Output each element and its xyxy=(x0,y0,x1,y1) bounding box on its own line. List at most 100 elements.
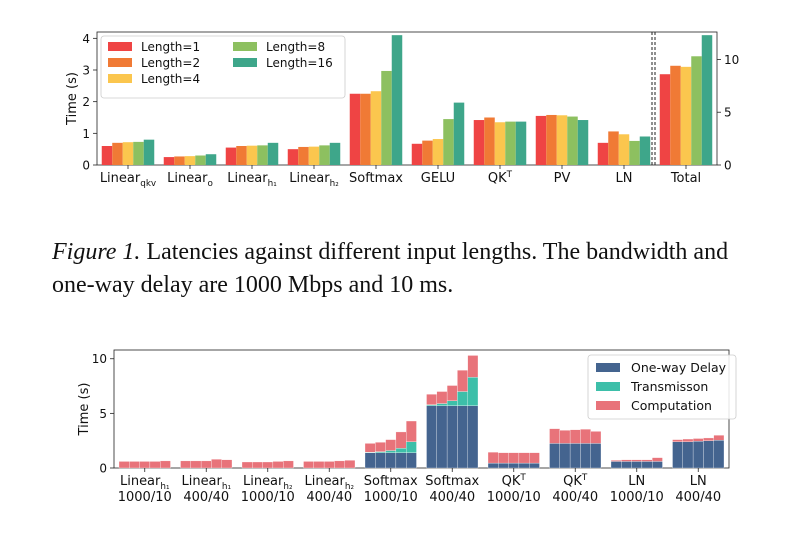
x-tick-sublabel: 400/40 xyxy=(552,490,598,505)
legend-box xyxy=(587,354,737,420)
bar-length-8 xyxy=(505,121,516,165)
bar-segment-computation xyxy=(344,460,356,469)
legend: Length=1 Length=2 Length=4 Length=8 Length=1… xyxy=(100,35,346,99)
bar-length-1 xyxy=(411,143,423,165)
bar-length-8 xyxy=(629,140,640,165)
x-tick-label: QKT xyxy=(563,473,588,489)
bar-length-8 xyxy=(443,119,454,165)
x-tick-label: Linearh₁ xyxy=(181,474,231,492)
bar-segment-one-way-delay xyxy=(610,461,622,469)
x-tick-label: Softmax xyxy=(425,474,479,489)
bar-segment-computation xyxy=(160,460,171,469)
bar-length-8 xyxy=(133,141,144,165)
bar-segment-computation xyxy=(303,461,314,469)
bar-segment-computation xyxy=(436,391,448,404)
bar-segment-computation xyxy=(334,460,345,469)
x-tick-label: QKT xyxy=(502,473,527,489)
bar-length-2 xyxy=(422,140,433,165)
bar-length-2 xyxy=(608,131,619,165)
x-tick-label: Linearh₂ xyxy=(243,474,293,492)
legend-entry: One-way Delay xyxy=(631,360,727,375)
bar-segment-computation xyxy=(200,460,212,469)
x-tick-label: GELU xyxy=(421,171,455,186)
bar-length-16 xyxy=(453,102,465,165)
bar-segment-one-way-delay xyxy=(641,461,653,469)
x-tick-label: LN xyxy=(690,474,707,489)
y-tick-label: 10 xyxy=(92,352,107,366)
legend: One-way Delay Transmisson Computation xyxy=(587,354,737,420)
bar-segment-transmisson xyxy=(457,391,468,406)
bar-segment-one-way-delay xyxy=(518,462,530,469)
y-tick-label: 1 xyxy=(82,127,90,141)
bar-length-16 xyxy=(639,136,651,165)
x-tick-sublabel: 1000/10 xyxy=(610,490,664,505)
bar-segment-one-way-delay xyxy=(395,452,407,469)
legend-entry: Length=8 xyxy=(266,40,325,54)
x-tick-sublabel: 400/40 xyxy=(306,490,352,505)
bar-segment-computation xyxy=(467,355,479,378)
y-tick-label: 5 xyxy=(99,407,107,421)
bar-segment-computation xyxy=(283,460,294,469)
bar-length-1 xyxy=(659,74,671,165)
bar-segment-computation xyxy=(313,461,325,469)
bar-segment-computation xyxy=(129,461,140,469)
bar-segment-computation xyxy=(221,459,233,469)
bar-length-4 xyxy=(184,156,196,165)
bar-segment-one-way-delay xyxy=(569,443,581,469)
legend-entry: Transmisson xyxy=(630,379,708,394)
bar-length-4 xyxy=(370,91,382,165)
legend-swatch xyxy=(233,42,257,51)
bar-segment-computation xyxy=(631,459,643,462)
legend-entry: Computation xyxy=(631,398,712,413)
bar-length-8 xyxy=(567,116,578,165)
bar-length-2 xyxy=(360,93,371,165)
y-tick-label: 4 xyxy=(82,32,90,46)
x-tick-sublabel: 400/40 xyxy=(675,490,721,505)
bar-segment-computation xyxy=(385,439,397,451)
bar-length-1 xyxy=(597,142,609,165)
bar-segment-computation xyxy=(252,461,263,469)
latency-by-length-chart: 0 1 2 3 4 0 5 10 Time (s) Linearqkv Linearo Linearh… xyxy=(65,31,739,189)
bar-segment-one-way-delay xyxy=(703,440,714,469)
bar-length-2 xyxy=(484,117,495,165)
x-tick-sublabel: 400/40 xyxy=(429,490,475,505)
bar-length-2 xyxy=(298,146,309,165)
x-tick-label: Softmax xyxy=(349,171,403,186)
x-tick-label: Softmax xyxy=(364,474,418,489)
x-tick-label: Linearh₂ xyxy=(289,171,339,189)
bar-segment-transmisson xyxy=(395,448,407,453)
bar-segment-one-way-delay xyxy=(621,461,632,469)
bar-segment-computation xyxy=(549,428,560,444)
bar-segment-computation xyxy=(610,460,622,462)
bar-length-1 xyxy=(101,146,113,165)
bar-segment-one-way-delay xyxy=(713,439,725,469)
legend-box xyxy=(100,35,346,99)
x-tick-sublabel: 1000/10 xyxy=(241,490,295,505)
bar-segment-computation xyxy=(498,452,509,464)
bar-length-4 xyxy=(494,122,506,165)
bar-segment-computation xyxy=(621,459,632,462)
bar-segment-one-way-delay xyxy=(498,462,509,469)
bar-segment-transmisson xyxy=(406,441,417,453)
bar-length-8 xyxy=(319,145,330,165)
bar-segment-computation xyxy=(149,461,161,469)
bar-segment-one-way-delay xyxy=(672,441,683,469)
x-tick-label: Linearo xyxy=(167,171,213,189)
bar-length-2 xyxy=(546,114,557,165)
legend-entry: Length=16 xyxy=(266,56,333,70)
bar-segment-computation xyxy=(529,452,540,464)
bar-segment-computation xyxy=(139,461,151,469)
legend-entry: Length=4 xyxy=(141,72,200,86)
x-tick-label: PV xyxy=(554,171,571,186)
legend-swatch xyxy=(108,58,132,67)
bar-segment-one-way-delay xyxy=(580,443,591,469)
bar-segment-transmisson xyxy=(446,400,458,406)
bar-segment-computation xyxy=(395,431,407,449)
bar-length-8 xyxy=(257,145,268,165)
x-tick-sublabel: 1000/10 xyxy=(118,490,172,505)
bar-segment-computation xyxy=(569,429,581,444)
bar-length-4 xyxy=(618,134,630,165)
bar-length-16 xyxy=(391,35,403,165)
bar-segment-computation xyxy=(672,439,683,442)
